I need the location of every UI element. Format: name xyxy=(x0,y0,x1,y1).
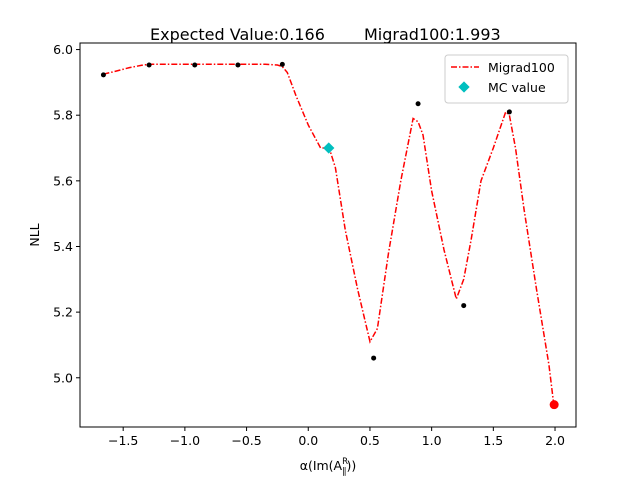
y-axis-ticks: 5.0 5.2 5.4 5.6 5.8 6.0 xyxy=(53,42,80,385)
x-axis-label: α(Im(AR ∥)) xyxy=(300,457,357,477)
minimum-marker xyxy=(549,400,559,410)
y-tick-label: 5.0 xyxy=(53,370,73,385)
x-tick-label: 2.0 xyxy=(545,433,565,448)
x-tick-label: 0.0 xyxy=(298,433,318,448)
x-tick-label: 1.5 xyxy=(483,433,503,448)
y-tick-label: 5.6 xyxy=(53,173,73,188)
x-tick-label: −0.5 xyxy=(231,433,261,448)
scan-point xyxy=(192,62,198,68)
scan-point xyxy=(146,62,152,68)
x-tick-label: −1.5 xyxy=(108,433,138,448)
y-tick-label: 5.2 xyxy=(53,305,73,320)
series-layer xyxy=(100,61,559,410)
scan-point xyxy=(279,61,285,67)
chart-title-expected: Expected Value:0.166 xyxy=(150,25,325,44)
scan-point xyxy=(506,109,512,115)
legend-label-mc-value: MC value xyxy=(488,80,546,95)
scan-point xyxy=(415,101,421,107)
chart-title-migrad: Migrad100:1.993 xyxy=(364,25,501,44)
scan-point xyxy=(461,303,467,309)
legend-label-migrad100: Migrad100 xyxy=(488,60,555,75)
series-line-migrad100 xyxy=(103,63,555,405)
x-tick-label: 0.5 xyxy=(360,433,380,448)
plot-area xyxy=(79,42,577,428)
y-tick-label: 5.4 xyxy=(53,239,73,254)
scan-point xyxy=(371,355,377,361)
y-axis-label: NLL xyxy=(27,223,42,246)
y-tick-label: 6.0 xyxy=(53,42,73,57)
scan-point xyxy=(100,72,106,78)
x-axis-ticks: −1.5 −1.0 −0.5 0.0 0.5 1.0 1.5 2.0 xyxy=(108,427,565,448)
legend: Migrad100 MC value xyxy=(444,54,569,104)
y-tick-label: 5.8 xyxy=(53,108,73,123)
x-tick-label: −1.0 xyxy=(170,433,200,448)
mc-value-marker xyxy=(323,142,335,154)
x-tick-label: 1.0 xyxy=(422,433,442,448)
scan-point xyxy=(235,62,241,68)
